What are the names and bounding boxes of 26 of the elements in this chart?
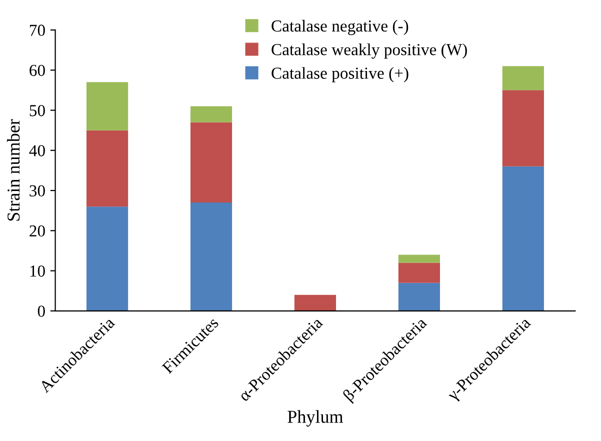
- y-tick-label: 30: [30, 185, 45, 196]
- bar: [398, 254, 440, 263]
- legend-label: Catalase negative (-): [272, 20, 408, 36]
- y-tick-label: 0: [38, 306, 45, 317]
- bar: [86, 130, 128, 207]
- bar: [502, 166, 544, 311]
- y-tick-label: 40: [29, 145, 45, 156]
- bar: [398, 262, 440, 283]
- y-tick-label: 10: [30, 265, 45, 277]
- legend-label: Catalase weakly positive (W): [272, 44, 467, 59]
- y-tick-label: 60: [30, 64, 45, 76]
- bar: [398, 282, 440, 311]
- y-axis-title: Strain number: [6, 119, 20, 221]
- bar: [294, 294, 336, 311]
- bar: [86, 82, 128, 130]
- y-tick-label: 20: [30, 225, 45, 237]
- bar: [86, 206, 128, 311]
- bar: [190, 122, 232, 203]
- x-axis-title: Phylum: [288, 410, 344, 427]
- y-tick-label: 70: [30, 24, 45, 36]
- bar: [190, 202, 232, 311]
- bar: [190, 106, 232, 122]
- y-tick-label: 50: [30, 104, 45, 116]
- bar: [502, 66, 544, 90]
- legend-label: Catalase positive (+): [272, 67, 408, 82]
- bar: [502, 90, 544, 166]
